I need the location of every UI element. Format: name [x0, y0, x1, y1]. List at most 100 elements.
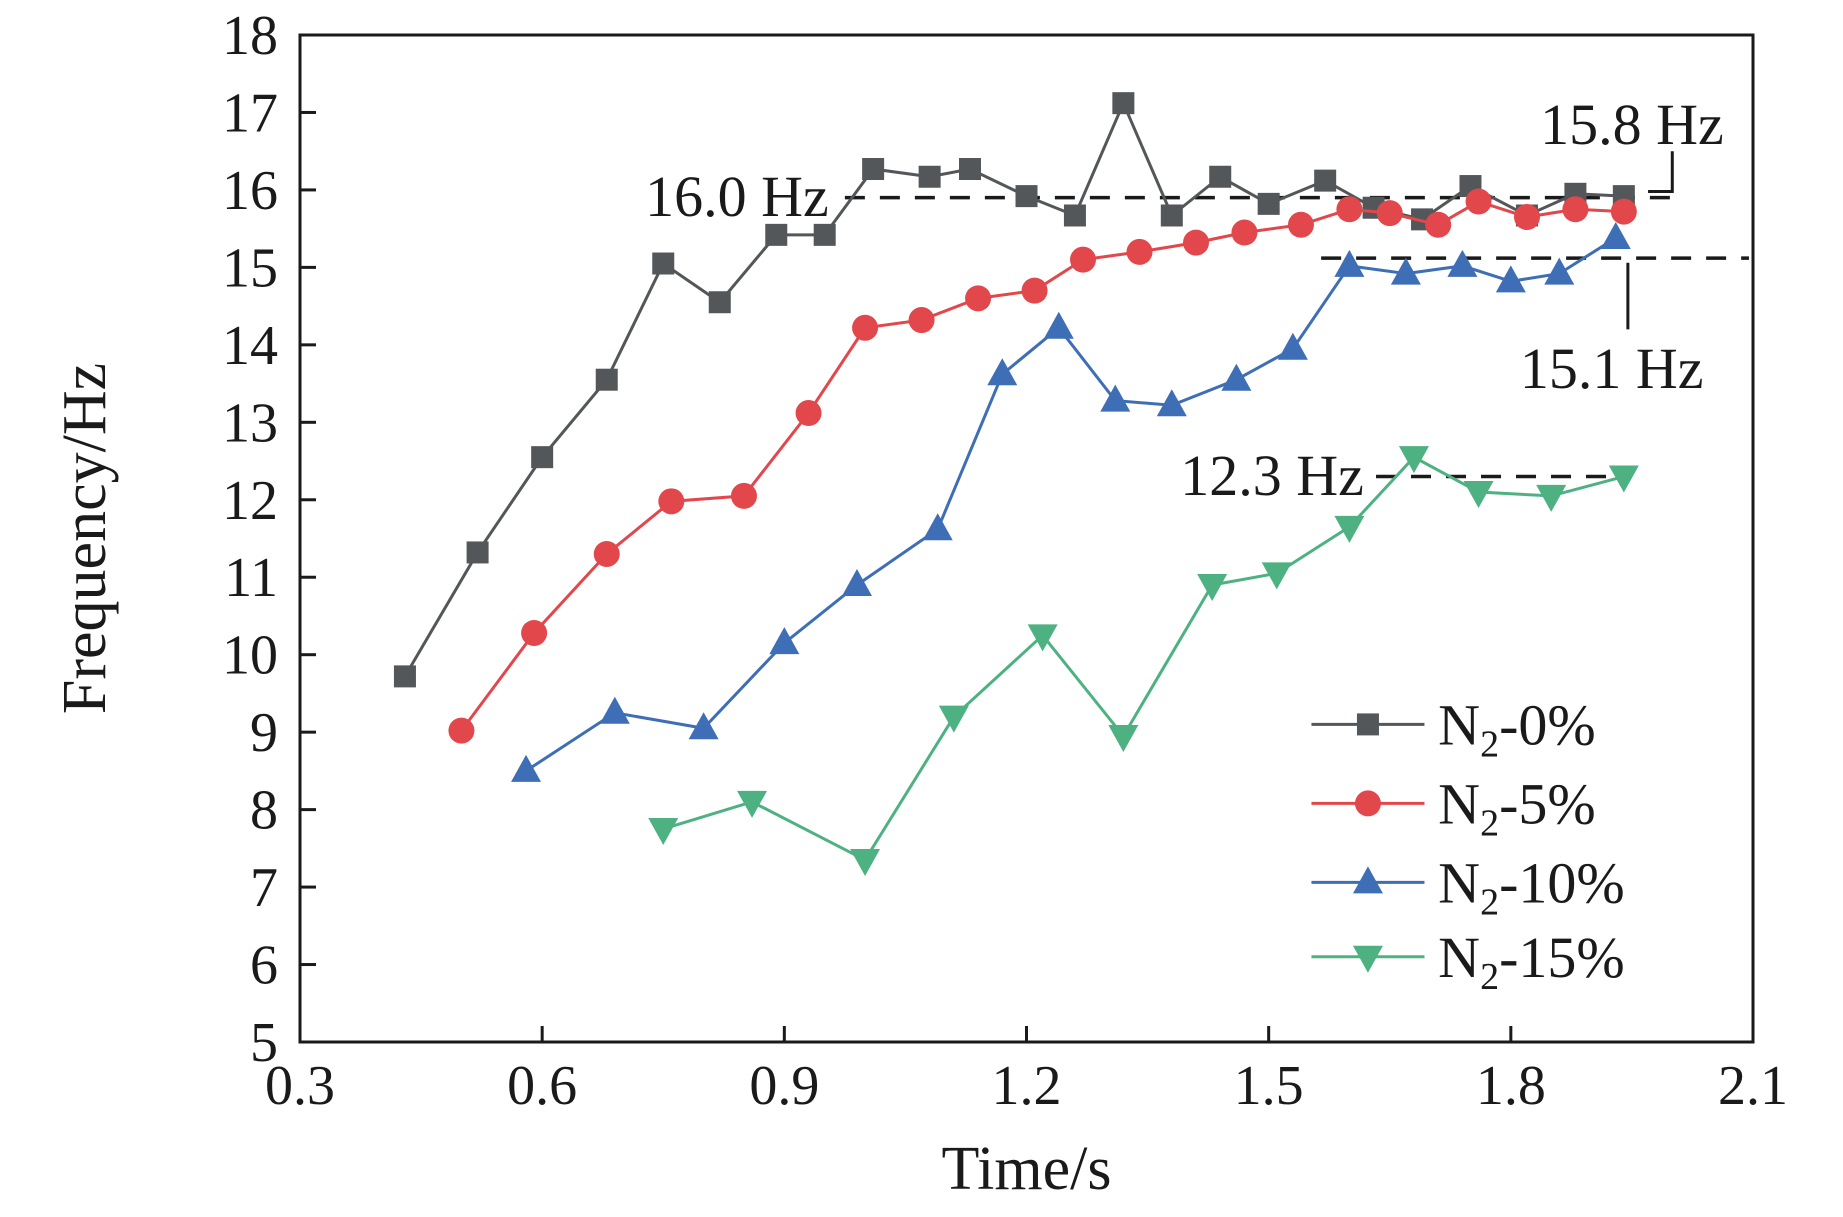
series-N2-15%	[648, 446, 1639, 876]
series-N2-0%	[393, 92, 1635, 688]
marker-triangle-up-icon	[987, 358, 1018, 386]
marker-circle-icon	[730, 482, 757, 509]
legend-label: N2-10%	[1438, 850, 1625, 923]
marker-triangle-down-icon	[1108, 725, 1139, 753]
marker-square-icon	[813, 223, 836, 246]
series-line	[525, 236, 1617, 773]
marker-square-icon	[595, 368, 618, 391]
marker-triangle-up-icon	[922, 513, 953, 541]
marker-circle-icon	[908, 307, 935, 334]
marker-triangle-up-icon	[841, 568, 872, 596]
marker-circle-icon	[448, 717, 475, 744]
marker-circle-icon	[1610, 198, 1637, 225]
x-axis-tick-label: 0.6	[507, 1055, 577, 1117]
x-axis-tick-label: 2.1	[1718, 1055, 1788, 1117]
marker-square-icon	[1356, 713, 1379, 736]
marker-circle-icon	[658, 488, 685, 515]
marker-triangle-down-icon	[1197, 573, 1228, 601]
marker-triangle-up-icon	[1334, 249, 1365, 277]
marker-triangle-up-icon	[1495, 265, 1526, 293]
marker-square-icon	[1015, 185, 1038, 208]
y-axis-tick-label: 9	[250, 702, 278, 764]
series-N2-5%	[448, 188, 1637, 744]
marker-square-icon	[1063, 204, 1086, 227]
marker-triangle-up-icon	[1447, 249, 1478, 277]
x-axis-tick-label: 0.9	[749, 1055, 819, 1117]
y-axis-tick-label: 18	[222, 5, 278, 67]
series-line	[460, 199, 1624, 732]
legend-label: N2-5%	[1438, 771, 1596, 844]
marker-square-icon	[393, 665, 416, 688]
marker-triangle-up-icon	[511, 754, 542, 782]
marker-triangle-down-icon	[1334, 515, 1365, 543]
annotation-label: 12.3 Hz	[1180, 443, 1364, 508]
y-axis-title: Frequency/Hz	[51, 363, 119, 714]
series-line	[403, 99, 1624, 678]
marker-triangle-down-icon	[1027, 624, 1058, 652]
y-axis-tick-label: 15	[222, 237, 278, 299]
marker-square-icon	[466, 541, 489, 564]
marker-circle-icon	[1070, 246, 1097, 273]
marker-square-icon	[958, 158, 981, 181]
x-axis-title: Time/s	[941, 1135, 1111, 1203]
marker-square-icon	[1112, 92, 1135, 115]
marker-square-icon	[531, 446, 554, 469]
marker-square-icon	[708, 291, 731, 314]
y-axis-tick-label: 14	[222, 315, 278, 377]
marker-circle-icon	[1425, 211, 1452, 238]
y-axis-tick-label: 8	[250, 780, 278, 842]
marker-triangle-up-icon	[1043, 311, 1074, 339]
marker-triangle-down-icon	[1261, 562, 1292, 590]
x-axis-tick-label: 1.8	[1476, 1055, 1546, 1117]
marker-triangle-up-icon	[1221, 363, 1252, 391]
marker-circle-icon	[852, 314, 879, 341]
y-axis-tick-label: 5	[250, 1012, 278, 1074]
marker-circle-icon	[1354, 790, 1381, 817]
marker-circle-icon	[1562, 196, 1589, 223]
marker-triangle-up-icon	[1544, 257, 1575, 285]
x-axis-tick-label: 1.2	[992, 1055, 1062, 1117]
marker-circle-icon	[795, 400, 822, 427]
y-axis-tick-label: 11	[224, 547, 278, 609]
marker-triangle-up-icon	[1100, 384, 1131, 412]
marker-circle-icon	[1021, 277, 1048, 304]
marker-square-icon	[652, 252, 675, 275]
annotation-pointer-line	[1648, 151, 1674, 193]
marker-triangle-up-icon	[1277, 332, 1308, 360]
marker-triangle-down-icon	[1398, 446, 1429, 474]
annotation-label: 15.1 Hz	[1520, 336, 1704, 401]
series-N2-10%	[511, 221, 1631, 782]
marker-square-icon	[1209, 165, 1232, 188]
marker-circle-icon	[1231, 219, 1258, 246]
annotation-label: 15.8 Hz	[1540, 92, 1724, 157]
y-axis-tick-label: 7	[250, 857, 278, 919]
y-axis-tick-label: 13	[222, 392, 278, 454]
marker-circle-icon	[1513, 204, 1540, 231]
y-axis-tick-label: 16	[222, 160, 278, 222]
marker-circle-icon	[1183, 229, 1210, 256]
marker-circle-icon	[1376, 200, 1403, 227]
marker-triangle-up-icon	[1156, 389, 1187, 417]
marker-triangle-down-icon	[1463, 481, 1494, 509]
marker-triangle-down-icon	[1608, 465, 1639, 493]
marker-triangle-down-icon	[737, 790, 768, 818]
y-axis-tick-label: 10	[222, 625, 278, 687]
marker-triangle-down-icon	[648, 817, 679, 845]
y-axis-tick-label: 17	[222, 82, 278, 144]
marker-square-icon	[1160, 204, 1183, 227]
marker-triangle-down-icon	[938, 705, 969, 733]
marker-triangle-up-icon	[1390, 257, 1421, 285]
marker-square-icon	[765, 223, 788, 246]
marker-circle-icon	[1336, 196, 1363, 223]
x-axis-tick-label: 0.3	[265, 1055, 335, 1117]
marker-circle-icon	[1465, 188, 1492, 215]
marker-triangle-down-icon	[1536, 484, 1567, 512]
annotation-label: 16.0 Hz	[645, 164, 829, 229]
marker-square-icon	[918, 165, 941, 188]
y-axis-tick-label: 6	[250, 935, 278, 997]
marker-triangle-up-icon	[1352, 866, 1383, 894]
marker-triangle-up-icon	[599, 696, 630, 724]
legend: N2-0%N2-5%N2-10%N2-15%	[1311, 692, 1625, 998]
